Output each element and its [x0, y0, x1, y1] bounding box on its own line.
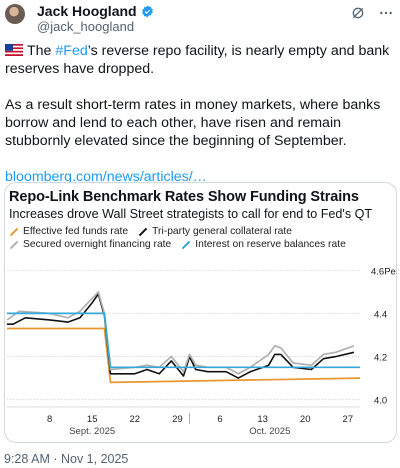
author-handle[interactable]: @jack_hoogland	[37, 19, 135, 34]
x-tick-label: 22	[130, 414, 141, 425]
series-line	[6, 291, 355, 375]
y-tick-label: 4.4	[374, 309, 387, 320]
x-tick-label: 8	[47, 414, 52, 425]
x-tick-label: 20	[300, 414, 311, 425]
author-name[interactable]: Jack Hoogland	[37, 3, 137, 19]
media-card[interactable]: Repo-Link Benchmark Rates Show Funding S…	[4, 182, 397, 443]
legend-label: Interest on reserve balances rate	[195, 239, 346, 250]
series-line	[7, 312, 360, 369]
legend-item: Interest on reserve balances rate	[181, 239, 346, 250]
series-line	[7, 293, 355, 379]
tweet-timestamp[interactable]: 9:28 AM · Nov 1, 2025	[4, 452, 129, 466]
legend-label: Secured overnight financing rate	[23, 239, 172, 250]
legend-item: Effective fed funds rate	[9, 226, 128, 237]
legend-row-1: Effective fed funds rate Tri-party gener…	[9, 225, 394, 238]
month-label: Sept. 2025	[69, 426, 115, 437]
tweet-actions	[350, 5, 394, 21]
article-link[interactable]: bloomberg.com/news/articles/…	[5, 169, 207, 185]
y-tick-label: 4.0	[374, 396, 387, 407]
legend-row-2: Secured overnight financing rate Interes…	[9, 238, 394, 251]
more-options-icon[interactable]	[378, 5, 394, 21]
verified-badge-icon	[141, 5, 153, 17]
tweet-paragraph-1: The #Fed’s reverse repo facility, is nea…	[5, 42, 395, 78]
y-tick-label: 4.6Percent	[371, 266, 396, 277]
hashtag-fed-link[interactable]: #Fed	[55, 43, 88, 59]
x-tick-label: 27	[343, 414, 354, 425]
avatar[interactable]	[5, 4, 25, 24]
month-label: Oct. 2025	[249, 426, 290, 437]
legend-item: Secured overnight financing rate	[9, 239, 171, 250]
tweet-paragraph-3: bloomberg.com/news/articles/…	[5, 168, 395, 186]
us-flag-icon	[5, 44, 23, 56]
x-tick-label: 13	[257, 414, 268, 425]
tweet-text: The #Fed’s reverse repo facility, is nea…	[5, 42, 395, 186]
rate-chart: 4.0 4.2 4.4 4.6Percent 8 15 22 29 6 13 20 27 Sept. 2…	[6, 266, 396, 437]
paragraph-1-end: ’s reverse repo facility, is nearly empt…	[5, 43, 390, 77]
tweet-paragraph-2: As a result short-term rates in money ma…	[5, 97, 381, 149]
legend-label: Effective fed funds rate	[23, 226, 129, 237]
legend-label: Tri-party general collateral rate	[152, 226, 292, 237]
legend-item: Tri-party general collateral rate	[138, 226, 292, 237]
chart-title: Repo-Link Benchmark Rates Show Funding S…	[9, 189, 359, 205]
author-row: Jack Hoogland	[37, 3, 154, 19]
chart-subtitle: Increases drove Wall Street strategists …	[9, 207, 373, 221]
x-tick-label: 29	[172, 414, 183, 425]
grok-icon[interactable]	[350, 5, 366, 21]
x-tick-label: 15	[87, 414, 98, 425]
series-line	[7, 327, 361, 384]
chart-legend: Effective fed funds rate Tri-party gener…	[9, 225, 394, 251]
y-tick-label: 4.2	[374, 353, 387, 364]
x-tick-label: 6	[217, 414, 222, 425]
paragraph-1-start: The	[27, 43, 56, 59]
